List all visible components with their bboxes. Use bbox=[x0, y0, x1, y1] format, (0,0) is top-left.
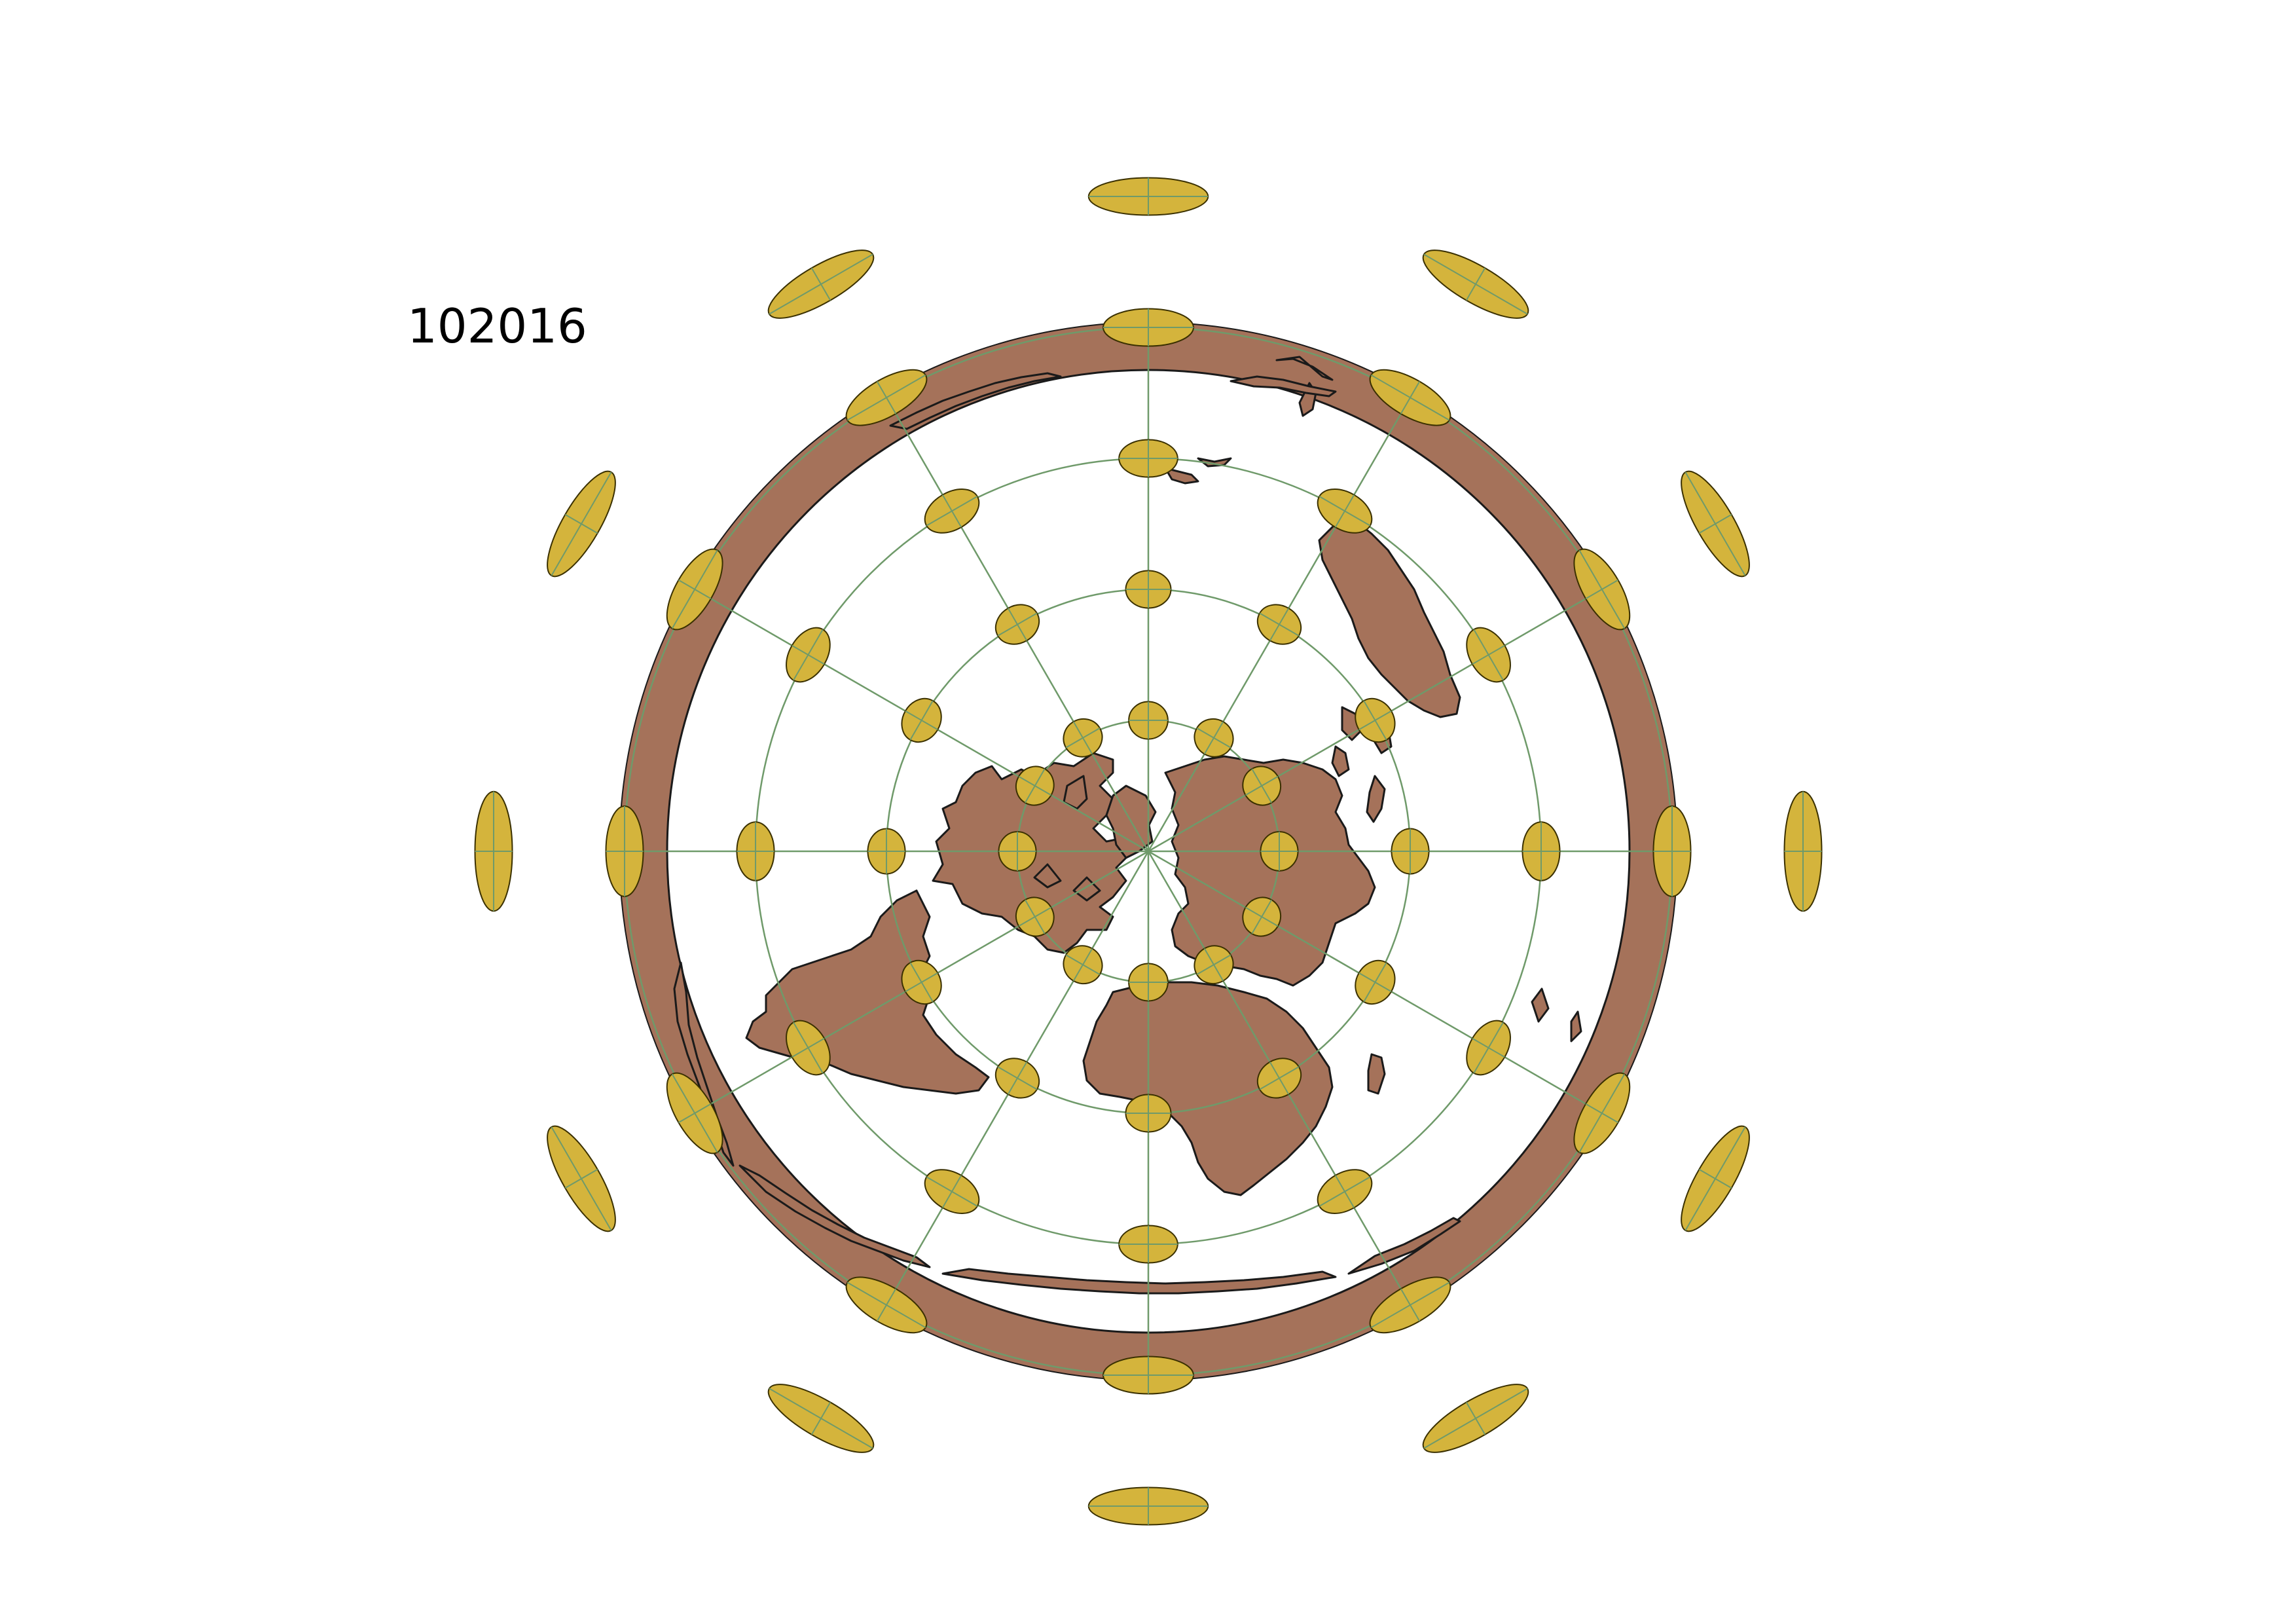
antarctic-coast-bottomright bbox=[1347, 1217, 1461, 1275]
tissot-axis bbox=[1472, 629, 1505, 681]
tissot-axis bbox=[1259, 1061, 1300, 1095]
tissot-axis bbox=[1370, 1282, 1450, 1329]
antarctic-coast-top bbox=[1230, 375, 1337, 397]
tissot-axis bbox=[671, 549, 718, 629]
antarctic-coast-topleft bbox=[889, 372, 1062, 430]
tissot-axis bbox=[1472, 1022, 1505, 1074]
tissot-axis bbox=[792, 629, 825, 681]
tissot-axis bbox=[1784, 791, 1822, 912]
tissot-axis bbox=[1088, 1487, 1209, 1525]
australia bbox=[1318, 519, 1461, 718]
tissot-axis bbox=[1103, 308, 1194, 346]
tissot-axis bbox=[1391, 828, 1429, 874]
tissot-axis bbox=[1065, 721, 1101, 754]
map-title: 102016 bbox=[407, 299, 587, 354]
japan bbox=[1366, 775, 1386, 823]
tissot-axis bbox=[1018, 768, 1051, 803]
tissot-axis bbox=[1522, 822, 1560, 881]
tissot-indicatrices bbox=[474, 177, 1823, 1526]
tissot-axis bbox=[1423, 1388, 1528, 1449]
tissot-axis bbox=[997, 608, 1038, 641]
tissot-axis bbox=[1196, 721, 1231, 754]
tissot-axis bbox=[551, 471, 612, 576]
tissot-axis bbox=[769, 1388, 873, 1449]
antarctic-coast-bottomleft bbox=[738, 1164, 931, 1268]
tissot-axis bbox=[769, 253, 873, 315]
tissot-axis bbox=[1119, 439, 1178, 477]
tissot-axis bbox=[926, 494, 978, 528]
tissot-axis bbox=[671, 1073, 718, 1153]
tissot-axis bbox=[997, 1061, 1038, 1095]
tissot-axis bbox=[1065, 948, 1101, 982]
tissot-axis bbox=[1319, 494, 1371, 528]
tissot-axis bbox=[1578, 1073, 1626, 1153]
antarctic-coast-right bbox=[1531, 987, 1582, 1043]
tissot-axis bbox=[1119, 1225, 1178, 1263]
tissot-axis bbox=[606, 806, 644, 896]
graticule bbox=[619, 322, 1677, 1380]
tissot-axis bbox=[1088, 177, 1209, 215]
tissot-axis bbox=[1423, 253, 1528, 315]
tissot-axis bbox=[792, 1022, 825, 1074]
tissot-axis bbox=[1018, 899, 1051, 934]
tissot-axis bbox=[551, 1126, 612, 1231]
tissot-axis bbox=[1358, 962, 1392, 1003]
eurasia bbox=[1164, 755, 1376, 987]
tissot-axis bbox=[475, 791, 513, 912]
tissot-axis bbox=[867, 828, 905, 874]
tissot-axis bbox=[1125, 570, 1171, 608]
tissot-axis bbox=[1103, 1356, 1194, 1394]
tissot-axis bbox=[1370, 374, 1450, 421]
tissot-axis bbox=[1685, 471, 1746, 576]
tissot-axis bbox=[905, 962, 938, 1003]
tissot-axis bbox=[1196, 948, 1231, 982]
tissot-axis bbox=[905, 700, 938, 741]
tissot-axis bbox=[1578, 549, 1626, 629]
tissot-axis bbox=[847, 374, 926, 421]
tissot-axis bbox=[847, 1282, 926, 1329]
tissot-axis bbox=[926, 1175, 978, 1208]
tissot-axis bbox=[1259, 608, 1300, 641]
tissot-axis bbox=[1685, 1126, 1746, 1231]
antarctic-coast-bottom bbox=[941, 1268, 1337, 1295]
tissot-axis bbox=[1358, 700, 1392, 741]
tissot-axis bbox=[1129, 963, 1168, 1001]
madagascar bbox=[1367, 1053, 1386, 1095]
tissot-axis bbox=[1319, 1175, 1371, 1208]
tissot-axis bbox=[1260, 832, 1298, 871]
antarctic-coast-left bbox=[673, 961, 735, 1167]
tissot-axis bbox=[1129, 701, 1168, 739]
tissot-axis bbox=[1125, 1094, 1171, 1132]
tissot-axis bbox=[1653, 806, 1691, 896]
africa bbox=[1082, 981, 1334, 1196]
tissot-axis bbox=[1245, 768, 1279, 803]
tissot-axis bbox=[737, 822, 774, 881]
tissot-axis bbox=[998, 832, 1036, 871]
tissot-axis bbox=[1245, 899, 1279, 934]
